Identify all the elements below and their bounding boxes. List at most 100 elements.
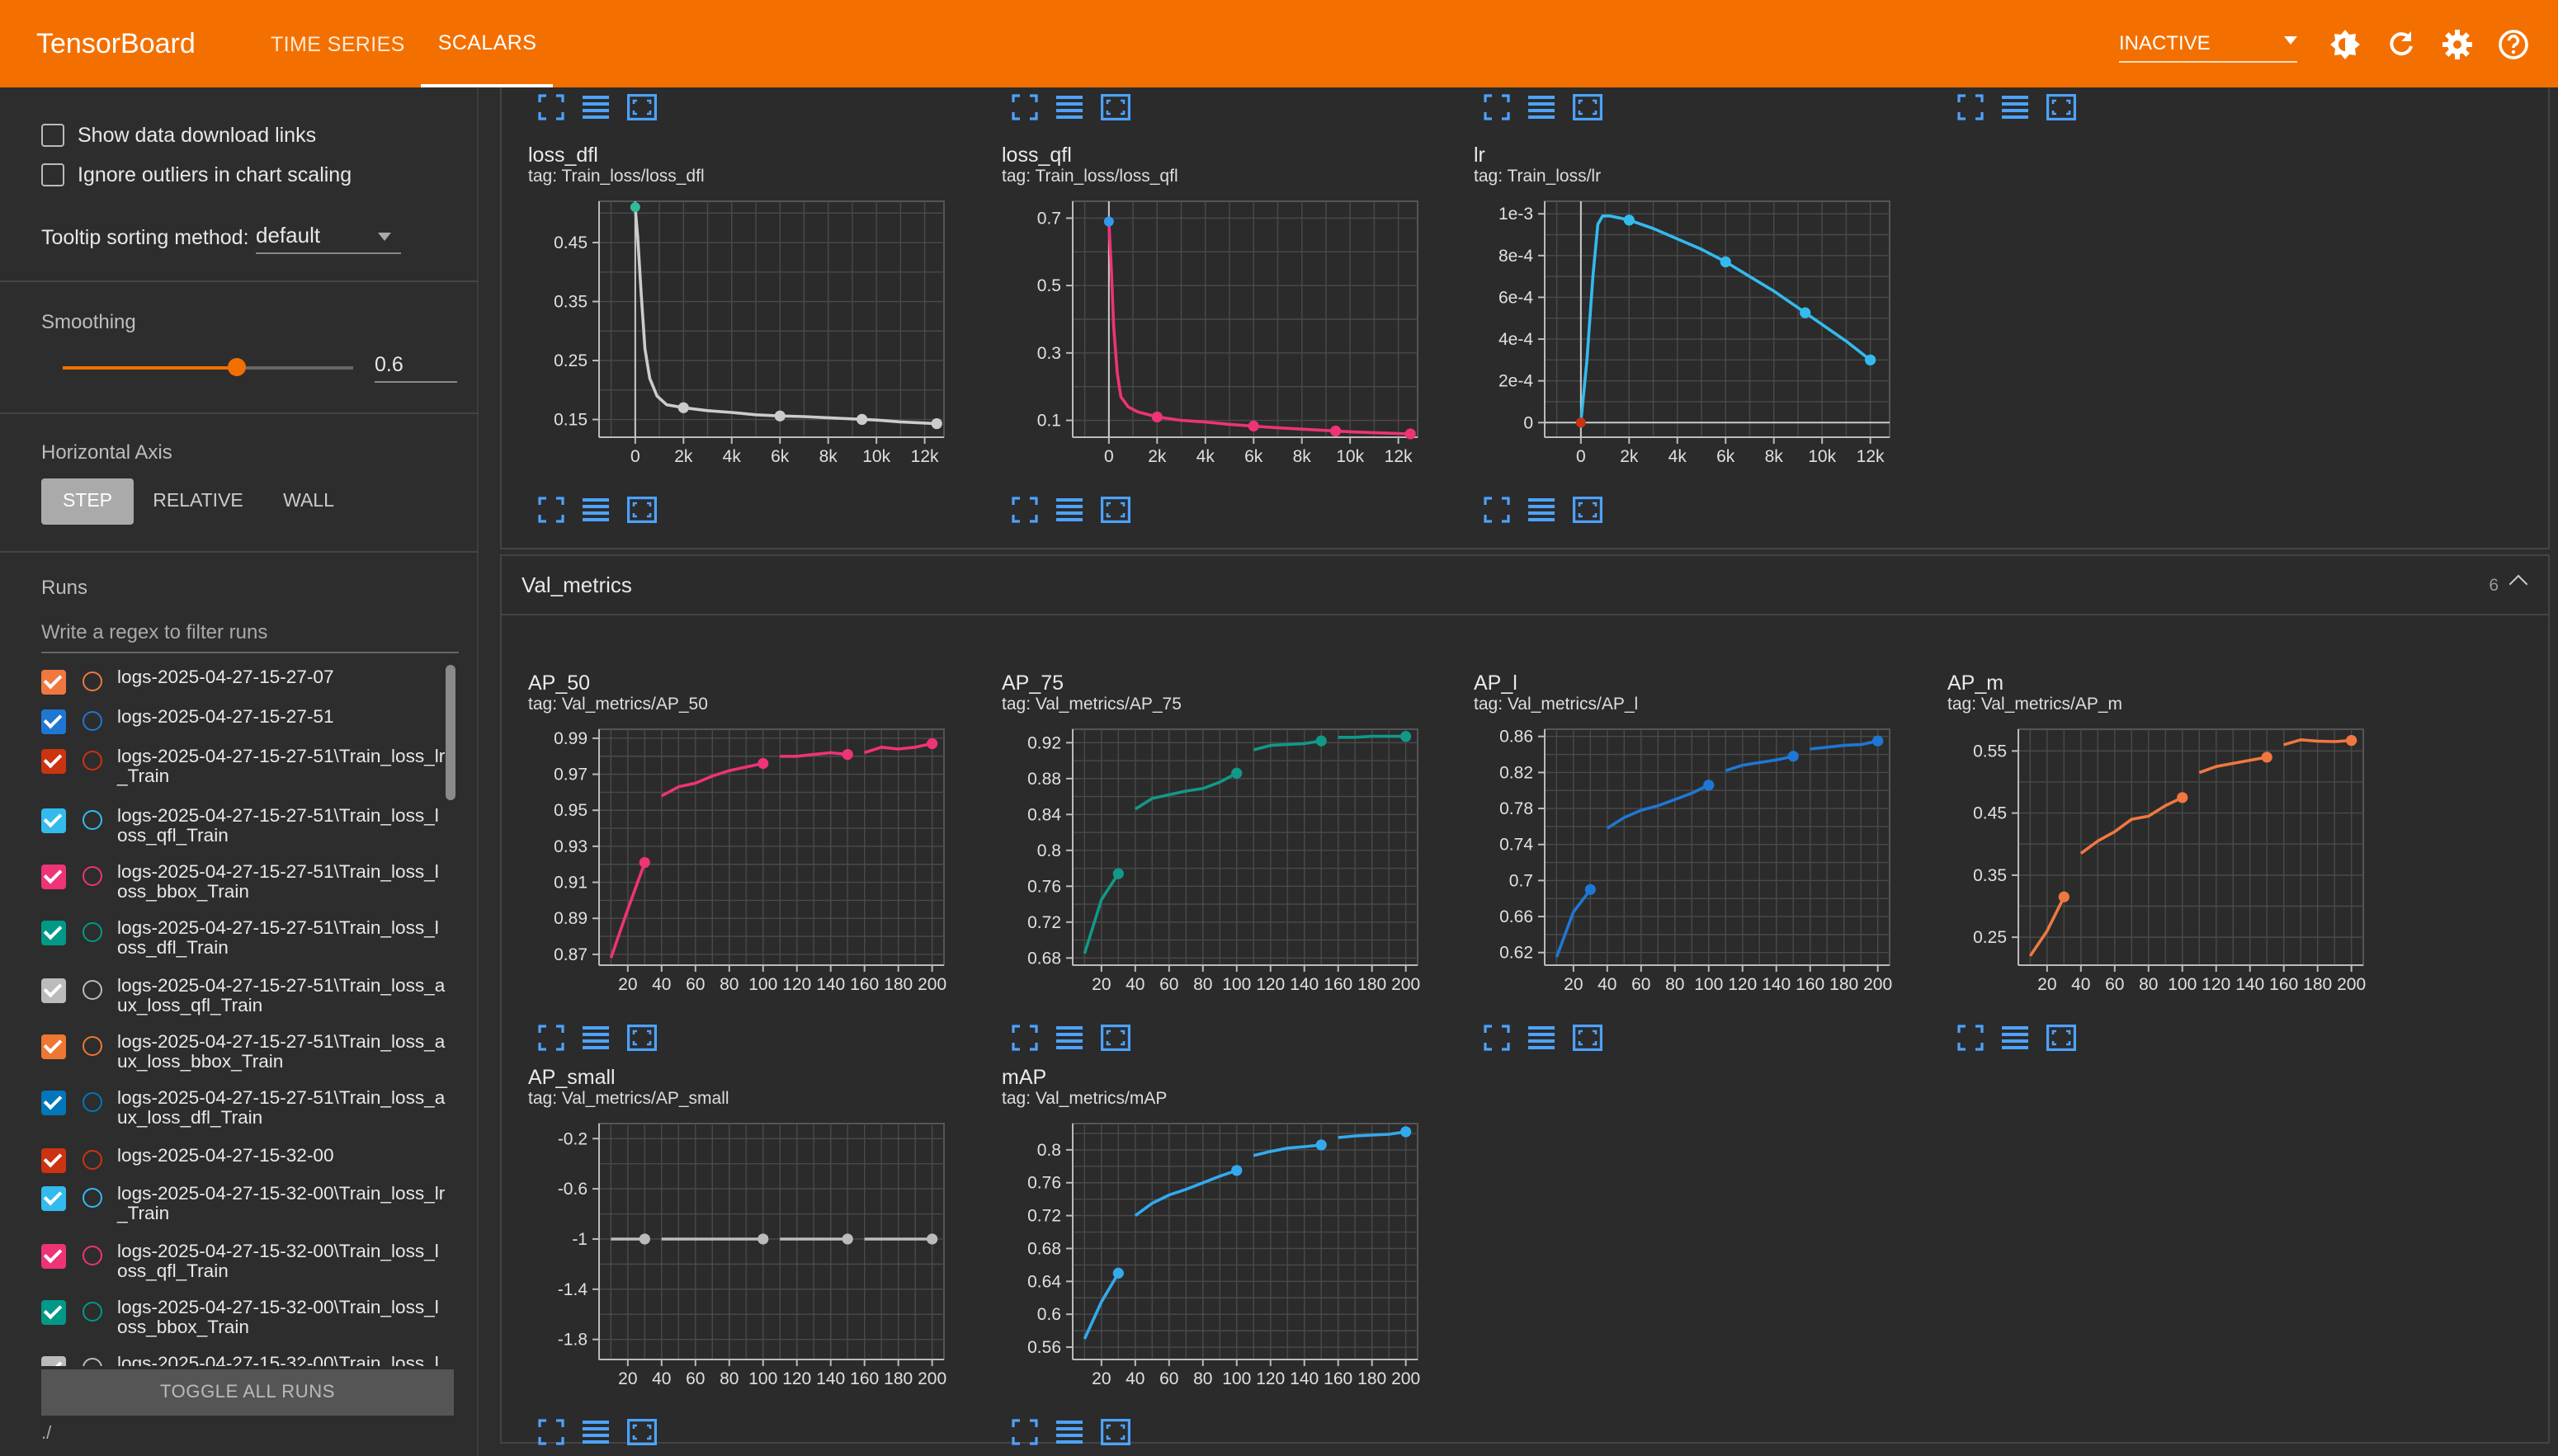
val-metrics-group-header[interactable]: Val_metrics 6: [500, 554, 2550, 615]
run-item[interactable]: logs-2025-04-27-15-32-00\Train_loss_loss…: [41, 1239, 446, 1282]
toggle-log-scale-icon[interactable]: [583, 1416, 627, 1449]
fullscreen-icon[interactable]: [538, 493, 583, 526]
toggle-log-scale-icon[interactable]: [1056, 493, 1101, 526]
run-item[interactable]: logs-2025-04-27-15-27-51\Train_loss_aux_…: [41, 973, 446, 1016]
axis-step-button[interactable]: STEP: [41, 478, 134, 525]
run-checkbox[interactable]: [41, 1356, 66, 1366]
fullscreen-icon[interactable]: [1957, 91, 2002, 124]
run-item[interactable]: logs-2025-04-27-15-27-51: [41, 704, 446, 734]
chart-plot[interactable]: 20 40 60 80 100 120 140 160 180 200 0.68 0.72 0.76 0.…: [974, 719, 1447, 1008]
fullscreen-icon[interactable]: [1484, 91, 1528, 124]
run-checkbox[interactable]: [41, 865, 66, 889]
run-checkbox[interactable]: [41, 749, 66, 774]
run-item[interactable]: logs-2025-04-27-15-27-51\Train_loss_lr_T…: [41, 744, 446, 787]
run-item[interactable]: logs-2025-04-27-15-27-51\Train_loss_loss…: [41, 860, 446, 902]
chart-plot[interactable]: 20 40 60 80 100 120 140 160 180 200 0.87 0.89 0.91 0.…: [500, 719, 974, 1008]
fit-domain-icon[interactable]: [1101, 493, 1145, 526]
run-color-swatch[interactable]: [83, 1150, 102, 1170]
toggle-log-scale-icon[interactable]: [1056, 1416, 1101, 1449]
run-color-swatch[interactable]: [83, 1188, 102, 1208]
fullscreen-icon[interactable]: [538, 91, 583, 124]
toggle-log-scale-icon[interactable]: [1056, 1021, 1101, 1054]
run-item[interactable]: logs-2025-04-27-15-32-00: [41, 1143, 446, 1173]
fit-domain-icon[interactable]: [1573, 493, 1617, 526]
run-color-swatch[interactable]: [83, 1358, 102, 1366]
show-download-links-checkbox[interactable]: [41, 124, 64, 147]
run-color-swatch[interactable]: [83, 980, 102, 1000]
fit-domain-icon[interactable]: [1101, 1416, 1145, 1449]
chart-plot[interactable]: 0 2k 4k 6k 8k 10k 12k 0.15 0.25 0.35 0.45: [500, 191, 974, 480]
toggle-all-runs-button[interactable]: TOGGLE ALL RUNS: [41, 1369, 454, 1416]
chart-plot[interactable]: 20 40 60 80 100 120 140 160 180 200 -1.8 -1.4 -1 -0.6…: [500, 1114, 974, 1402]
run-checkbox[interactable]: [41, 1148, 66, 1173]
run-item[interactable]: logs-2025-04-27-15-27-51\Train_loss_loss…: [41, 803, 446, 846]
run-color-swatch[interactable]: [83, 671, 102, 691]
run-checkbox[interactable]: [41, 1034, 66, 1059]
toggle-log-scale-icon[interactable]: [2002, 1021, 2046, 1054]
ignore-outliers-checkbox[interactable]: [41, 163, 64, 186]
tooltip-sort-select[interactable]: default: [256, 223, 401, 254]
run-item[interactable]: logs-2025-04-27-15-27-07: [41, 665, 446, 695]
axis-wall-button[interactable]: WALL: [283, 492, 334, 511]
fit-domain-icon[interactable]: [1101, 1021, 1145, 1054]
fullscreen-icon[interactable]: [1957, 1021, 2002, 1054]
chart-plot[interactable]: 20 40 60 80 100 120 140 160 180 200 0.25 0.35 0.45 0.…: [1919, 719, 2393, 1008]
fullscreen-icon[interactable]: [538, 1416, 583, 1449]
run-item[interactable]: logs-2025-04-27-15-32-00\Train_loss_lr_T…: [41, 1181, 446, 1224]
toggle-log-scale-icon[interactable]: [583, 1021, 627, 1054]
run-checkbox[interactable]: [41, 1244, 66, 1269]
axis-relative-button[interactable]: RELATIVE: [153, 492, 243, 511]
smoothing-slider-thumb[interactable]: [228, 358, 247, 376]
fullscreen-icon[interactable]: [1012, 1416, 1056, 1449]
run-color-swatch[interactable]: [83, 1246, 102, 1265]
run-checkbox[interactable]: [41, 670, 66, 695]
runs-scrollbar[interactable]: [446, 665, 455, 800]
runs-filter-input[interactable]: Write a regex to filter runs: [41, 620, 459, 653]
run-item[interactable]: logs-2025-04-27-15-32-00\Train_loss_loss…: [41, 1351, 446, 1366]
brightness-icon[interactable]: [2317, 16, 2373, 72]
show-download-links-option[interactable]: Show data download links: [41, 124, 316, 147]
tab-scalars[interactable]: SCALARS: [421, 0, 554, 87]
run-checkbox[interactable]: [41, 978, 66, 1003]
run-checkbox[interactable]: [41, 1186, 66, 1211]
fit-domain-icon[interactable]: [1573, 1021, 1617, 1054]
fit-domain-icon[interactable]: [1101, 91, 1145, 124]
toggle-log-scale-icon[interactable]: [2002, 91, 2046, 124]
run-item[interactable]: logs-2025-04-27-15-27-51\Train_loss_loss…: [41, 916, 446, 959]
run-checkbox[interactable]: [41, 1300, 66, 1325]
reload-status-select[interactable]: INACTIVE: [2119, 25, 2297, 63]
refresh-icon[interactable]: [2373, 16, 2429, 72]
run-item[interactable]: logs-2025-04-27-15-32-00\Train_loss_loss…: [41, 1295, 446, 1338]
fullscreen-icon[interactable]: [1484, 1021, 1528, 1054]
run-color-swatch[interactable]: [83, 922, 102, 942]
run-checkbox[interactable]: [41, 709, 66, 734]
run-color-swatch[interactable]: [83, 751, 102, 770]
smoothing-value-input[interactable]: 0.6: [375, 353, 457, 383]
run-item[interactable]: logs-2025-04-27-15-27-51\Train_loss_aux_…: [41, 1030, 446, 1072]
fit-domain-icon[interactable]: [627, 1416, 672, 1449]
run-color-swatch[interactable]: [83, 866, 102, 886]
fit-domain-icon[interactable]: [2046, 1021, 2091, 1054]
toggle-log-scale-icon[interactable]: [1056, 91, 1101, 124]
chevron-up-icon[interactable]: [2508, 574, 2528, 594]
fullscreen-icon[interactable]: [1012, 91, 1056, 124]
chart-plot[interactable]: 0 2k 4k 6k 8k 10k 12k 0.1 0.3 0.5 0.7: [974, 191, 1447, 480]
run-checkbox[interactable]: [41, 921, 66, 945]
toggle-log-scale-icon[interactable]: [1528, 1021, 1573, 1054]
run-checkbox[interactable]: [41, 808, 66, 833]
fit-domain-icon[interactable]: [627, 493, 672, 526]
run-color-swatch[interactable]: [83, 1092, 102, 1112]
smoothing-slider[interactable]: [63, 358, 353, 376]
fit-domain-icon[interactable]: [627, 91, 672, 124]
help-icon[interactable]: [2485, 16, 2541, 72]
toggle-log-scale-icon[interactable]: [1528, 91, 1573, 124]
run-color-swatch[interactable]: [83, 1036, 102, 1056]
fit-domain-icon[interactable]: [627, 1021, 672, 1054]
settings-icon[interactable]: [2429, 16, 2485, 72]
fullscreen-icon[interactable]: [538, 1021, 583, 1054]
fullscreen-icon[interactable]: [1012, 493, 1056, 526]
ignore-outliers-option[interactable]: Ignore outliers in chart scaling: [41, 163, 352, 186]
fit-domain-icon[interactable]: [2046, 91, 2091, 124]
fullscreen-icon[interactable]: [1484, 493, 1528, 526]
toggle-log-scale-icon[interactable]: [583, 493, 627, 526]
